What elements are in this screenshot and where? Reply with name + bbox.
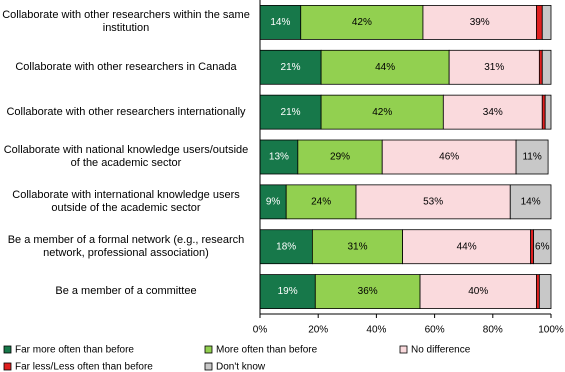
- legend-label: Far less/Less often than before: [15, 362, 153, 372]
- legend-swatch: [399, 345, 408, 354]
- value-label: 46%: [439, 152, 459, 163]
- value-label: 31%: [347, 241, 367, 252]
- category-label: Be a member of a formal network (e.g., r…: [7, 233, 245, 259]
- bar-segment: [533, 229, 552, 265]
- value-label: 24%: [311, 196, 331, 207]
- value-label: 42%: [372, 107, 392, 118]
- bar-segment: [538, 49, 543, 85]
- value-label: 19%: [278, 286, 298, 297]
- bar-segment: [402, 229, 532, 265]
- bar-segment: [536, 274, 540, 309]
- legend-swatch: [3, 362, 12, 371]
- value-label: 14%: [270, 17, 290, 28]
- value-label: 14%: [521, 196, 541, 207]
- bar-segment: [419, 274, 537, 309]
- bar-segment: [538, 274, 552, 309]
- bar-segment: [448, 49, 540, 85]
- legend-swatch: [204, 362, 213, 371]
- value-label: 13%: [269, 152, 289, 163]
- value-label: 42%: [352, 17, 372, 28]
- value-label: 29%: [330, 152, 350, 163]
- legend-label: Don't know: [216, 362, 266, 372]
- x-tick-label: 40%: [366, 325, 386, 336]
- category-label: Collaborate with international knowledge…: [12, 188, 240, 214]
- x-tick-label: 20%: [308, 325, 328, 336]
- category-label: Collaborate with national knowledge user…: [3, 144, 249, 169]
- bar-segment: [320, 49, 450, 85]
- legend-swatch: [204, 345, 213, 354]
- value-label: 44%: [375, 62, 395, 73]
- bar-segment: [541, 5, 552, 40]
- value-label: 18%: [276, 241, 296, 252]
- category-label: Collaborate with other researchers inter…: [6, 105, 246, 118]
- category-label: Collaborate with other researchers in Ca…: [15, 60, 237, 73]
- bar-segment: [259, 139, 299, 175]
- bar-segment: [536, 5, 543, 40]
- category-label: Be a member of a committee: [55, 285, 197, 298]
- bar-segment: [544, 94, 552, 130]
- bar-segment: [515, 139, 549, 175]
- value-label: 39%: [470, 17, 490, 28]
- value-label: 9%: [266, 196, 281, 207]
- value-label: 11%: [522, 152, 541, 163]
- bar-segment: [259, 5, 302, 40]
- bar-segment: [259, 49, 322, 85]
- bar-segment: [314, 274, 421, 309]
- value-label: 34%: [483, 107, 503, 118]
- bar-segment: [320, 94, 444, 130]
- value-label: 21%: [281, 62, 301, 73]
- bar-segment: [509, 184, 552, 220]
- bar-segment: [300, 5, 424, 40]
- bar-segment: [541, 49, 552, 85]
- value-label: 21%: [281, 107, 301, 118]
- bar-segment: [285, 184, 357, 220]
- legend-label: More often than before: [216, 345, 318, 356]
- bar-segment: [541, 94, 546, 130]
- bar-segment: [530, 229, 534, 265]
- value-label: 44%: [457, 241, 477, 252]
- value-label: 31%: [484, 62, 504, 73]
- category-label: Collaborate with other researchers withi…: [2, 9, 250, 35]
- x-tick-label: 60%: [425, 325, 445, 336]
- value-label: 53%: [423, 196, 443, 207]
- value-label: 6%: [535, 241, 550, 252]
- legend-swatch: [3, 345, 12, 354]
- bar-segment: [422, 5, 537, 40]
- x-tick-label: 80%: [483, 325, 503, 336]
- legend-label: Far more often than before: [15, 345, 134, 356]
- value-label: 40%: [468, 286, 488, 297]
- legend-label: No difference: [411, 345, 471, 356]
- x-tick-label: 0%: [253, 325, 268, 336]
- bar-segment: [259, 184, 287, 220]
- bar-segment: [311, 229, 403, 265]
- x-tick-label: 100%: [538, 325, 564, 336]
- bar-segment: [259, 229, 313, 265]
- value-label: 36%: [358, 286, 378, 297]
